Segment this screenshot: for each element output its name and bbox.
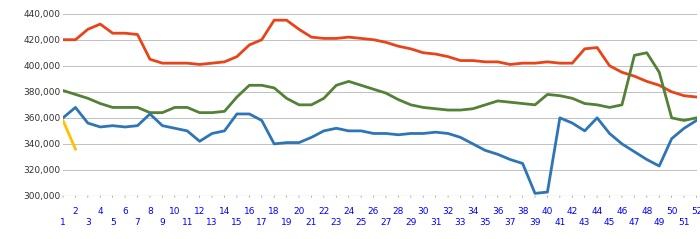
Text: 18: 18 bbox=[268, 207, 280, 216]
Text: 12: 12 bbox=[194, 207, 205, 216]
Text: 30: 30 bbox=[417, 207, 429, 216]
Text: 13: 13 bbox=[206, 218, 218, 227]
Text: 27: 27 bbox=[380, 218, 391, 227]
Text: 24: 24 bbox=[343, 207, 354, 216]
Text: 45: 45 bbox=[604, 218, 615, 227]
Text: 1: 1 bbox=[60, 218, 66, 227]
Text: 32: 32 bbox=[442, 207, 454, 216]
Text: 21: 21 bbox=[306, 218, 317, 227]
Text: 17: 17 bbox=[256, 218, 267, 227]
Text: 35: 35 bbox=[480, 218, 491, 227]
Text: 46: 46 bbox=[616, 207, 628, 216]
Text: 36: 36 bbox=[492, 207, 503, 216]
Text: 4: 4 bbox=[97, 207, 103, 216]
Text: 26: 26 bbox=[368, 207, 379, 216]
Text: 3: 3 bbox=[85, 218, 91, 227]
Text: 7: 7 bbox=[134, 218, 141, 227]
Text: 5: 5 bbox=[110, 218, 116, 227]
Text: 34: 34 bbox=[467, 207, 479, 216]
Text: 38: 38 bbox=[517, 207, 528, 216]
Text: 25: 25 bbox=[356, 218, 367, 227]
Text: 14: 14 bbox=[219, 207, 230, 216]
Text: 44: 44 bbox=[592, 207, 603, 216]
Text: 22: 22 bbox=[318, 207, 330, 216]
Text: 11: 11 bbox=[181, 218, 193, 227]
Text: 42: 42 bbox=[567, 207, 578, 216]
Text: 52: 52 bbox=[691, 207, 700, 216]
Text: 51: 51 bbox=[678, 218, 690, 227]
Text: 48: 48 bbox=[641, 207, 652, 216]
Text: 10: 10 bbox=[169, 207, 181, 216]
Text: 40: 40 bbox=[542, 207, 553, 216]
Text: 37: 37 bbox=[505, 218, 516, 227]
Text: 6: 6 bbox=[122, 207, 128, 216]
Text: 29: 29 bbox=[405, 218, 416, 227]
Text: 47: 47 bbox=[629, 218, 640, 227]
Text: 31: 31 bbox=[430, 218, 442, 227]
Text: 49: 49 bbox=[654, 218, 665, 227]
Text: 43: 43 bbox=[579, 218, 590, 227]
Text: 8: 8 bbox=[147, 207, 153, 216]
Text: 23: 23 bbox=[330, 218, 342, 227]
Text: 16: 16 bbox=[244, 207, 255, 216]
Text: 9: 9 bbox=[160, 218, 165, 227]
Text: 19: 19 bbox=[281, 218, 293, 227]
Text: 28: 28 bbox=[393, 207, 404, 216]
Text: 39: 39 bbox=[529, 218, 541, 227]
Text: 41: 41 bbox=[554, 218, 566, 227]
Text: 33: 33 bbox=[455, 218, 466, 227]
Text: 50: 50 bbox=[666, 207, 678, 216]
Text: 20: 20 bbox=[293, 207, 304, 216]
Text: 15: 15 bbox=[231, 218, 243, 227]
Text: 2: 2 bbox=[73, 207, 78, 216]
